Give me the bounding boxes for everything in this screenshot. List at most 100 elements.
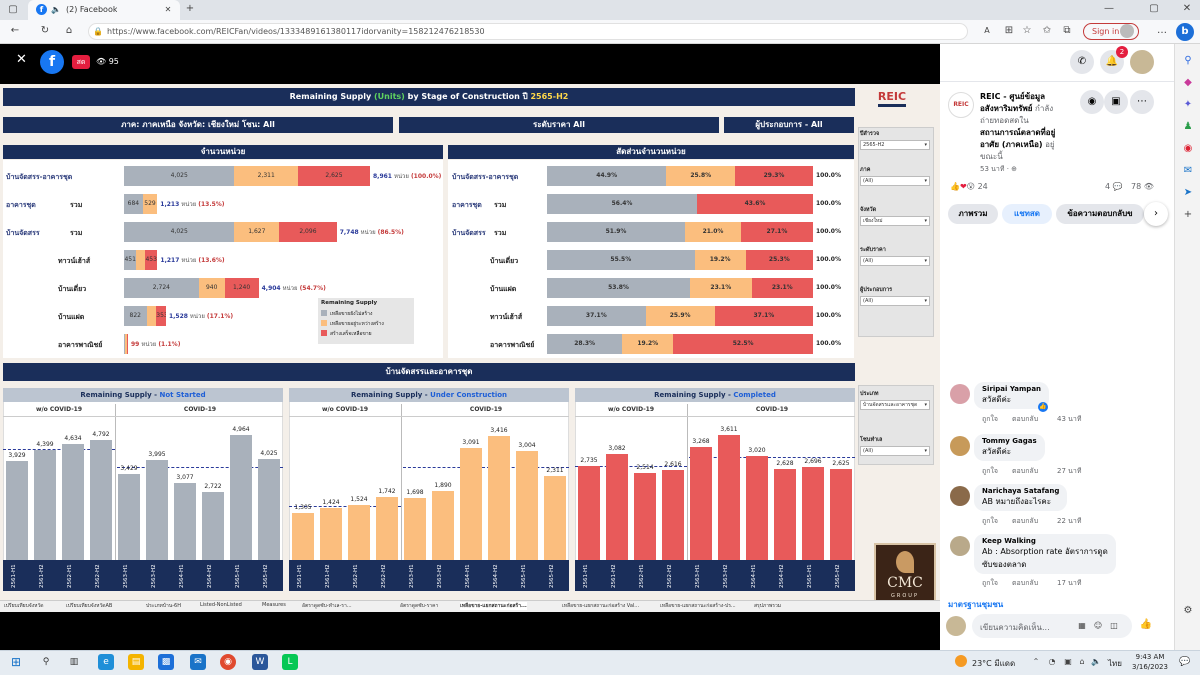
comment-time[interactable]: 43 นาที <box>1057 415 1082 423</box>
comment-avatar[interactable] <box>950 486 970 506</box>
comment-time[interactable]: 17 นาที <box>1057 579 1082 587</box>
comment-reply-button[interactable]: ตอบกลับ <box>1012 517 1039 525</box>
more-menu-icon[interactable]: … <box>1157 25 1167 36</box>
community-standards-link[interactable]: มาตรฐานชุมชน <box>948 600 1004 609</box>
tabs-next-chevron-icon[interactable]: › <box>1144 202 1168 226</box>
facebook-logo-icon[interactable]: f <box>40 50 64 74</box>
store-icon[interactable]: ▩ <box>158 654 174 670</box>
comment-author[interactable]: Siripai Yampan <box>982 385 1042 393</box>
sheet-tab[interactable]: เหลือขาย-แยกสถานะก่อสร้า... <box>460 602 527 610</box>
fb-profile-avatar[interactable] <box>1130 50 1154 74</box>
filter-dropdown[interactable]: บ้านจัดสรรและอาคารชุด ▾ <box>860 400 930 410</box>
office-icon[interactable]: ◉ <box>1183 143 1193 154</box>
sheet-tab[interactable]: Listed-NonListed <box>200 602 242 608</box>
comment-time[interactable]: 27 นาที <box>1057 467 1082 475</box>
comment-author[interactable]: Keep Walking <box>982 537 1036 545</box>
outlook-icon[interactable]: ✉ <box>1183 165 1193 176</box>
sheet-tab[interactable]: อัตราดูดซับ-ทำเล-รา... <box>302 603 352 609</box>
back-icon[interactable]: ← <box>10 25 20 36</box>
favorite-icon[interactable]: ☆ <box>1022 25 1032 36</box>
games-icon[interactable]: ♟ <box>1183 121 1193 132</box>
page-avatar[interactable]: REIC <box>948 92 974 118</box>
page-name-2[interactable]: อสังหาริมทรัพย์ <box>980 104 1033 113</box>
comment-reply-button[interactable]: ตอบกลับ <box>1012 579 1039 587</box>
telegram-icon[interactable]: ➤ <box>1183 187 1193 198</box>
tray-camera-icon[interactable]: ▣ <box>1064 657 1072 666</box>
network-icon[interactable]: ⌂ <box>1079 657 1085 666</box>
comment-like-button[interactable]: ถูกใจ <box>982 415 998 423</box>
comment-reply-button[interactable]: ตอบกลับ <box>1012 415 1039 423</box>
camera-icon[interactable]: ◫ <box>1110 621 1118 630</box>
thumbs-up-icon[interactable]: 👍 <box>1139 619 1153 630</box>
tab-replies[interactable]: ข้อความตอบกลับข <box>1056 204 1144 224</box>
file-explorer-icon[interactable]: ▤ <box>128 654 144 670</box>
filter-dropdown[interactable]: (All) ▾ <box>860 176 930 186</box>
shopping-icon[interactable]: ◆ <box>1184 77 1192 88</box>
filter-dropdown[interactable]: เชียงใหม่ ▾ <box>860 216 930 226</box>
filter-dropdown[interactable]: 2565-H2 ▾ <box>860 140 930 150</box>
comment-like-button[interactable]: ถูกใจ <box>982 467 998 475</box>
tab-actions-icon[interactable]: ▢ <box>8 4 18 15</box>
comment-avatar[interactable] <box>950 436 970 456</box>
comment-like-button[interactable]: ถูกใจ <box>982 579 998 587</box>
filter-dropdown[interactable]: (All) ▾ <box>860 296 930 306</box>
collections-icon[interactable]: ⧉ <box>1063 25 1071 36</box>
notification-center-icon[interactable]: 💬 <box>1179 657 1191 667</box>
filter-dropdown[interactable]: (All) ▾ <box>860 446 930 456</box>
edge-taskbar-icon[interactable]: e <box>98 654 114 670</box>
line-app-icon[interactable]: L <box>282 654 298 670</box>
address-bar[interactable]: 🔒 https://www.facebook.com/REICFan/video… <box>88 23 968 40</box>
add-icon[interactable]: + <box>1183 209 1193 220</box>
language-indicator[interactable]: ไทย <box>1108 659 1122 668</box>
maximize-icon[interactable]: ▢ <box>1149 3 1159 14</box>
comment-time[interactable]: 22 นาที <box>1057 517 1082 525</box>
tab-live-chat[interactable]: แชทสด <box>1002 204 1052 224</box>
sheet-tab[interactable]: เปรียบเทียบจังหวัด <box>4 603 44 609</box>
comment-avatar[interactable] <box>950 536 970 556</box>
browser-tab[interactable]: f 🔈 (2) Facebook ✕ <box>28 0 180 20</box>
word-icon[interactable]: W <box>252 654 268 670</box>
tray-chevron-icon[interactable]: ⌃ <box>1032 657 1040 666</box>
sheet-tab[interactable]: Measures <box>262 602 286 608</box>
comment-author[interactable]: Tommy Gagas <box>982 437 1037 445</box>
clock[interactable]: 9:43 AM 3/16/2023 <box>1132 653 1168 671</box>
favorites-bar-icon[interactable]: ✩ <box>1042 25 1052 36</box>
taskbar-search-icon[interactable]: ⚲ <box>42 657 50 667</box>
comment-reply-button[interactable]: ตอบกลับ <box>1012 467 1039 475</box>
filter-dropdown[interactable]: (All) ▾ <box>860 256 930 266</box>
sticker-icon[interactable]: ▦ <box>1078 621 1086 630</box>
tools-icon[interactable]: ✦ <box>1183 99 1193 110</box>
reactions-summary[interactable]: 👍❤😮 24 <box>950 182 988 191</box>
sign-in-button[interactable]: Sign in <box>1083 23 1139 40</box>
comment-author[interactable]: Narichaya Satafang <box>982 487 1060 495</box>
chrome-icon[interactable]: ◉ <box>220 654 236 670</box>
close-tab-icon[interactable]: ✕ <box>164 5 172 14</box>
comment-count[interactable]: 4 💬 <box>1105 182 1123 191</box>
comment-like-button[interactable]: ถูกใจ <box>982 517 998 525</box>
messenger-icon[interactable]: ✆ <box>1070 50 1094 74</box>
read-aloud-icon[interactable]: A <box>984 26 990 35</box>
weather-icon[interactable] <box>955 655 967 667</box>
comment-avatar[interactable] <box>950 384 970 404</box>
sheet-tab[interactable]: เปรียบเทียบจังหวัดAB <box>66 603 113 609</box>
comment-input[interactable]: เขียนความคิดเห็น... ▦ ☺ ◫ <box>972 614 1132 638</box>
save-icon[interactable]: ▣ <box>1104 90 1128 114</box>
search-icon[interactable]: ⚲ <box>1184 55 1192 66</box>
sheet-tab[interactable]: อัตราดูดซับ-ราคา <box>400 603 439 609</box>
sheet-tab[interactable]: สรุปภาพรวม <box>754 603 782 609</box>
live-icon[interactable]: ◉ <box>1080 90 1104 114</box>
sheet-tab[interactable]: เหลือขาย-แยกสถานะก่อสร้าง Val... <box>562 603 640 609</box>
lock-icon[interactable]: 🔒 <box>93 27 103 36</box>
bing-chat-icon[interactable]: b <box>1176 23 1194 41</box>
tray-app-icon[interactable]: ◔ <box>1048 657 1056 666</box>
sheet-tab[interactable]: เหลือขาย-แยกสถานะก่อสร้าง-ปร... <box>660 603 736 609</box>
sidebar-settings-icon[interactable]: ⚙ <box>1183 605 1193 616</box>
profile-avatar[interactable] <box>1120 24 1134 38</box>
emoji-icon[interactable]: ☺ <box>1093 621 1103 630</box>
speaker-icon[interactable]: 🔈 <box>51 5 61 14</box>
minimize-icon[interactable]: — <box>1104 3 1114 14</box>
post-time[interactable]: 53 นาที · ⊕ <box>980 165 1018 173</box>
weather-text[interactable]: 23°C มีแดด <box>972 659 1016 668</box>
close-window-icon[interactable]: ✕ <box>1182 3 1192 14</box>
task-view-icon[interactable]: ▥ <box>69 657 79 667</box>
